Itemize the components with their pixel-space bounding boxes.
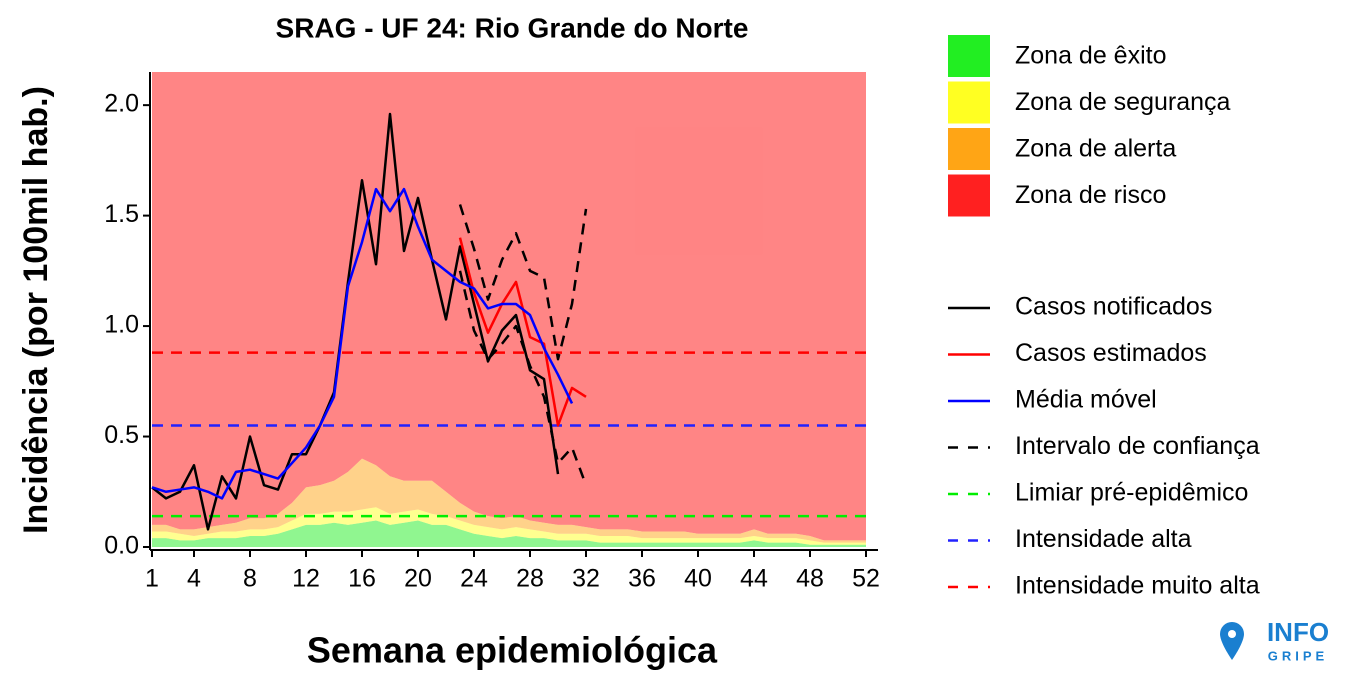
- x-tick-label: 36: [628, 565, 656, 593]
- x-tick-label: 1: [145, 565, 159, 593]
- chart-title: SRAG - UF 24: Rio Grande do Norte: [276, 12, 749, 43]
- legend-swatch: [948, 81, 990, 124]
- x-tick-label: 32: [572, 565, 600, 593]
- legend-label: Intensidade alta: [1015, 525, 1192, 553]
- y-tick-label: 1.0: [104, 311, 139, 339]
- data-line: [151, 187, 574, 500]
- legend-label: Intensidade muito alta: [1015, 572, 1260, 600]
- risk-zone: [152, 72, 866, 547]
- legend-label: Zona de alerta: [1015, 135, 1176, 163]
- legend-swatch: [948, 35, 990, 77]
- x-tick-label: 28: [516, 565, 544, 593]
- legend-label: Casos notificados: [1015, 293, 1212, 321]
- y-tick-label: 0.5: [104, 421, 139, 449]
- x-tick-label: 52: [852, 565, 880, 593]
- logo-text: INFO: [1267, 617, 1329, 647]
- y-axis-label: Incidência (por 100mil hab.): [17, 86, 55, 534]
- legend-label: Zona de êxito: [1015, 42, 1167, 70]
- logo: INFO GRIPE: [1220, 617, 1329, 663]
- legend-swatch: [948, 174, 990, 217]
- legend-label: Zona de risco: [1015, 181, 1166, 209]
- x-tick-label: 4: [187, 565, 201, 593]
- x-tick-label: 48: [796, 565, 824, 593]
- zone-area: [152, 458, 866, 543]
- x-tick-label: 8: [243, 565, 257, 593]
- x-tick-label: 24: [460, 565, 488, 593]
- x-axis-label: Semana epidemiológica: [307, 630, 718, 671]
- y-tick-label: 1.5: [104, 200, 139, 228]
- logo-subtext: GRIPE: [1268, 648, 1328, 663]
- zone-area: [152, 520, 866, 547]
- legend-label: Limiar pré-epidêmico: [1015, 479, 1248, 507]
- x-tick-label: 40: [684, 565, 712, 593]
- legend-label: Casos estimados: [1015, 339, 1207, 367]
- legend-label: Intervalo de confiança: [1015, 432, 1260, 460]
- legend-label: Zona de segurança: [1015, 88, 1231, 116]
- y-tick-label: 2.0: [104, 90, 139, 118]
- legend-label: Média móvel: [1015, 386, 1157, 414]
- x-tick-label: 44: [740, 565, 768, 593]
- x-tick-label: 12: [292, 565, 320, 593]
- legend-swatch: [948, 128, 990, 170]
- x-tick-label: 20: [404, 565, 432, 593]
- logo-pin-dot: [1228, 630, 1236, 638]
- y-tick-label: 0.0: [104, 532, 139, 560]
- x-tick-label: 16: [348, 565, 376, 593]
- logo-pin: [1220, 622, 1244, 660]
- ci-lower-line: [458, 270, 588, 486]
- ci-upper-line: [458, 204, 588, 361]
